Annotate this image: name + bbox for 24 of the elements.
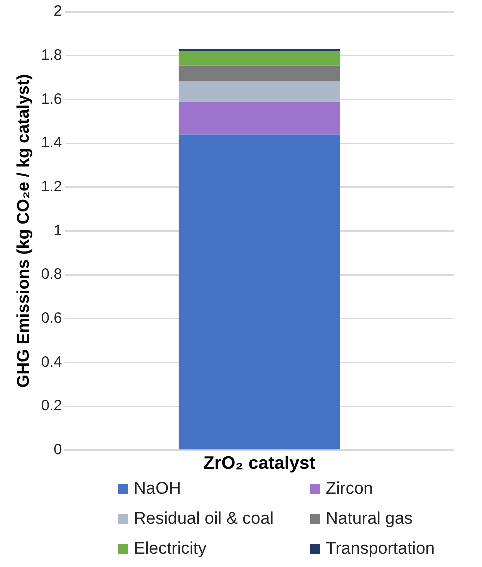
y-axis-title: GHG Emissions (kg CO₂e / kg catalyst) [14, 74, 33, 388]
bar [178, 134, 340, 450]
legend-label: Residual oil & coal [133, 508, 275, 530]
y-tick-label: 1.6 [41, 90, 62, 108]
bar [178, 102, 340, 135]
bar [178, 81, 340, 102]
legend-label: NaOH [133, 478, 182, 500]
legend-label: Electricity [133, 538, 208, 560]
y-tick-label: 0.2 [41, 398, 62, 415]
y-tick-label: 0.4 [41, 354, 62, 371]
y-tick-label: 2 [54, 3, 62, 20]
y-tick-label: 1.4 [41, 134, 62, 152]
legend-label: Natural gas [325, 508, 414, 530]
y-tick-label: 1.8 [41, 46, 62, 64]
y-tick-label: 0.6 [41, 310, 62, 328]
x-tick-label: ZrO₂ catalyst [204, 453, 316, 474]
y-tick-label: 0.8 [41, 266, 62, 284]
y-tick-label: 0 [54, 442, 62, 459]
legend-label: Transportation [325, 538, 436, 560]
bar [178, 51, 340, 66]
bar [178, 66, 340, 82]
y-tick-label: 1.2 [41, 178, 62, 196]
y-tick-label: 1 [54, 222, 62, 240]
legend-label: Zircon [325, 478, 374, 500]
